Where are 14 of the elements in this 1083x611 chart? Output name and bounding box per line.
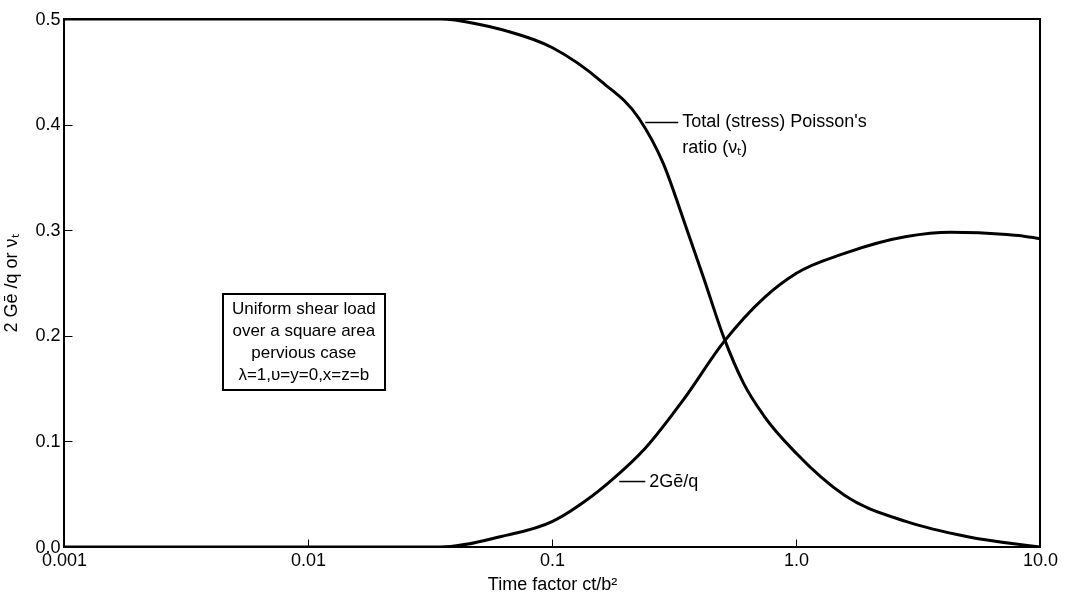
x-tick-label: 10.0: [1022, 549, 1059, 570]
x-axis-title: Time factor ct/b²: [487, 573, 618, 594]
y-tick-label: 0.5: [35, 8, 61, 29]
y-axis-title: 2 Gē /q or νₜ: [1, 234, 22, 333]
annotation: 2Gē/q: [649, 470, 699, 491]
annotation: Uniform shear load over a square area pervious case λ=1,υ=y=0,x=z=b: [222, 293, 386, 391]
annotation: Total (stress) Poisson's ratio (νₜ): [682, 111, 867, 158]
x-tick-label: 0.01: [290, 549, 327, 570]
x-tick-label: 1.0: [783, 549, 810, 570]
x-tick-label: 0.1: [539, 549, 566, 570]
y-tick-label: 0.1: [35, 430, 61, 451]
y-tick-label: 0.3: [35, 219, 61, 240]
y-tick-label: 0.2: [35, 325, 61, 346]
y-tick-label: 0.4: [35, 114, 61, 135]
